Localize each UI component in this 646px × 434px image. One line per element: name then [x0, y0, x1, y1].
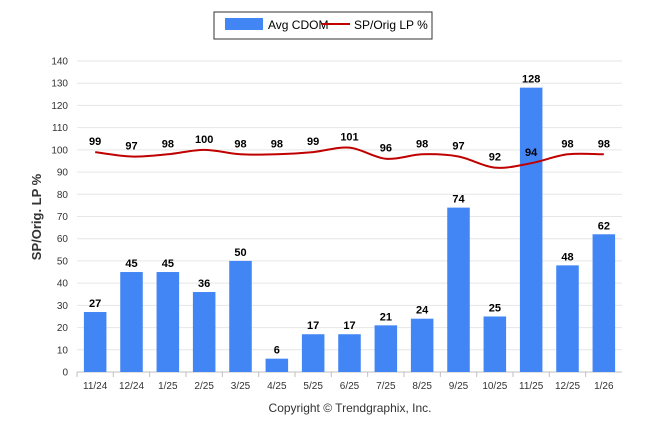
series-line-sp-orig [95, 146, 604, 169]
x-tick-label: 5/25 [303, 381, 323, 392]
bar-label: 45 [162, 258, 174, 270]
x-tick-label: 12/24 [119, 381, 144, 392]
legend-swatch-bar [225, 18, 263, 30]
line-label: 100 [195, 134, 213, 146]
y-tick-label: 10 [57, 345, 69, 356]
bar-label: 6 [274, 345, 280, 357]
y-tick-label: 140 [51, 57, 68, 68]
y-tick-label: 90 [57, 168, 69, 179]
copyright: Copyright © Trendgraphix, Inc. [269, 401, 432, 415]
bar-label: 45 [125, 258, 137, 270]
line-label: 92 [489, 152, 501, 164]
line-label: 99 [89, 136, 101, 148]
line-labels: 99 97 98 100 98 98 99 101 96 98 97 92 94 98 98 [89, 132, 610, 164]
y-tick-label: 20 [57, 323, 69, 334]
x-tick-label: 3/25 [231, 381, 251, 392]
line-label: 98 [561, 138, 573, 150]
bar [301, 334, 325, 372]
x-tick-label: 11/24 [83, 381, 108, 392]
line-label: 94 [525, 147, 538, 159]
x-tick-label: 1/25 [158, 381, 178, 392]
x-tick-label: 7/25 [376, 381, 396, 392]
bar-label: 17 [307, 320, 319, 332]
bar-label: 62 [598, 220, 610, 232]
line-label: 101 [340, 132, 358, 144]
x-tick-label: 1/26 [594, 381, 614, 392]
bar-label: 17 [343, 320, 355, 332]
bar [120, 272, 143, 372]
x-tick-label: 6/25 [340, 381, 360, 392]
y-tick-label: 0 [62, 368, 68, 379]
line-label: 97 [452, 141, 464, 153]
line-label: 98 [162, 138, 174, 150]
bar [519, 87, 543, 373]
x-tick-label: 12/25 [555, 381, 580, 392]
x-tick-label: 11/25 [519, 381, 544, 392]
x-tick-label: 2/25 [194, 381, 214, 392]
bar-label: 50 [234, 247, 246, 259]
y-tick-label: 60 [57, 234, 69, 245]
bars [83, 87, 616, 373]
bar-label: 48 [561, 251, 573, 263]
x-tick-label: 4/25 [267, 381, 287, 392]
bar [483, 316, 507, 372]
bar [447, 207, 470, 372]
y-tick-label: 50 [57, 256, 69, 267]
y-tick-label: 120 [51, 101, 68, 112]
legend-label-bar: Avg CDOM [268, 18, 328, 32]
bar [83, 312, 107, 372]
bar-label: 24 [416, 305, 429, 317]
line-label: 96 [380, 143, 392, 155]
y-axis-label: SP/Orig. LP % [29, 173, 44, 260]
y-axis-ticks: 0 10 20 30 40 50 60 70 80 90 100 110 120 130 140 [51, 57, 68, 379]
bar [374, 325, 398, 372]
bar-label: 27 [89, 298, 101, 310]
bar [265, 358, 289, 372]
x-axis-ticks: 11/24 12/24 1/25 2/25 3/25 4/25 5/25 6/25 7/25 8/… [76, 372, 614, 392]
legend-label-line: SP/Orig LP % [354, 18, 428, 32]
line-label: 98 [416, 138, 428, 150]
bar-label: 21 [380, 311, 392, 323]
bar-label: 128 [522, 74, 540, 86]
y-tick-label: 110 [52, 123, 68, 134]
y-tick-label: 80 [57, 190, 69, 201]
y-tick-label: 40 [57, 279, 69, 290]
x-tick-label: 8/25 [412, 381, 432, 392]
line-label: 97 [125, 141, 137, 153]
bar-label: 25 [489, 302, 501, 314]
bar [229, 260, 252, 372]
x-tick-label: 9/25 [449, 381, 469, 392]
line-label: 98 [234, 138, 246, 150]
bar [338, 334, 361, 372]
bar-label: 36 [198, 278, 210, 290]
line-label: 98 [271, 138, 283, 150]
x-tick-label: 10/25 [482, 381, 507, 392]
y-tick-label: 100 [51, 145, 68, 156]
line-label: 98 [598, 138, 610, 150]
legend: Avg CDOM SP/Orig LP % [213, 11, 433, 40]
bar [192, 292, 216, 372]
bar [156, 272, 180, 372]
bar [410, 318, 434, 372]
y-tick-label: 130 [51, 79, 68, 90]
bar-label: 74 [452, 194, 465, 206]
bar-labels: 27 45 45 36 50 6 17 17 21 24 74 25 128 48 62 [89, 74, 610, 357]
y-tick-label: 30 [57, 301, 69, 312]
line-label: 99 [307, 136, 319, 148]
y-tick-label: 70 [57, 212, 69, 223]
bar [592, 234, 616, 372]
bar [556, 265, 579, 372]
